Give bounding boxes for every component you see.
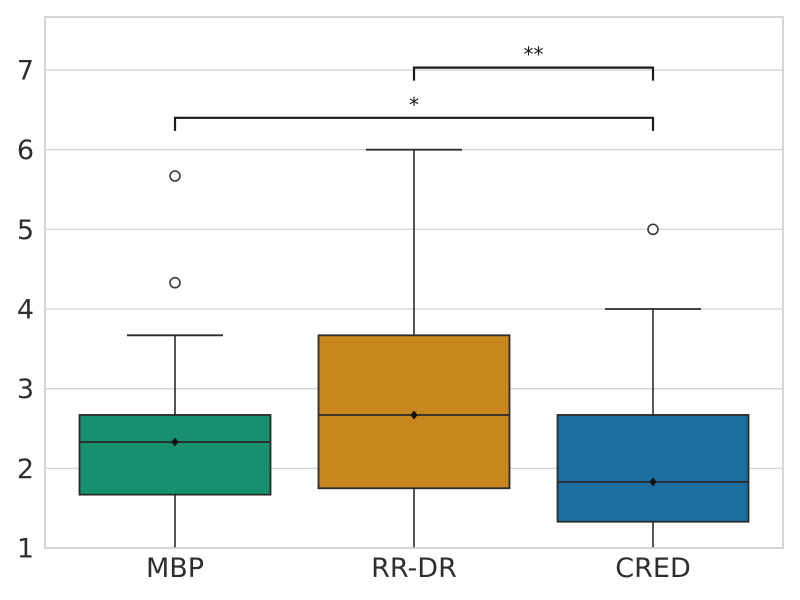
- plot-area-border: [44, 16, 784, 549]
- sig-bracket-rr-dr-cred: [412, 66, 655, 81]
- outlier-mbp-0: [169, 276, 181, 289]
- x-tick-label-cred: CRED: [615, 553, 690, 584]
- x-tick-label-rr-dr: RR-DR: [371, 553, 457, 584]
- y-tick-label-2: 2: [17, 454, 34, 485]
- box-mbp: [78, 414, 272, 496]
- y-tick-label-1: 1: [17, 534, 34, 565]
- x-tick-label-mbp: MBP: [146, 553, 204, 584]
- y-tick-label-6: 6: [17, 135, 34, 166]
- y-tick-label-5: 5: [17, 215, 34, 246]
- mean-marker-cred: [649, 477, 657, 487]
- outlier-cred-0: [647, 223, 659, 236]
- y-tick-label-4: 4: [17, 295, 34, 326]
- sig-label-mbp-cred: *: [409, 93, 419, 117]
- box-cred: [556, 414, 750, 523]
- mean-marker-mbp: [171, 437, 179, 447]
- sig-bracket-mbp-cred: [173, 116, 655, 131]
- outlier-mbp-1: [169, 170, 181, 182]
- y-tick-label-3: 3: [17, 374, 34, 405]
- sig-label-rr-dr-cred: **: [524, 43, 544, 67]
- y-tick-label-7: 7: [17, 56, 34, 87]
- mean-marker-rr-dr: [410, 410, 418, 420]
